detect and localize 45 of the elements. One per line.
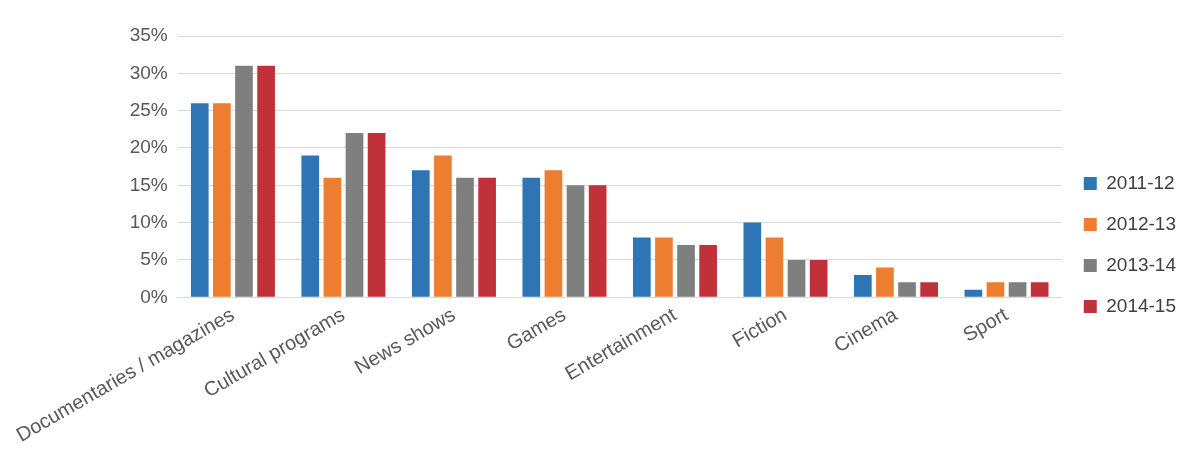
y-tick-label: 5% (140, 248, 168, 270)
bar (655, 237, 673, 297)
y-tick-label: 35% (129, 24, 168, 46)
bar (257, 65, 275, 297)
bar (566, 185, 585, 297)
legend-label: 2014-15 (1106, 294, 1177, 316)
y-tick-label: 10% (129, 210, 168, 232)
x-tick-label: Sport (958, 302, 1012, 346)
bar (522, 177, 541, 297)
bar (235, 65, 253, 297)
bar (677, 245, 695, 297)
bar (632, 237, 651, 297)
bar (323, 177, 342, 297)
bar (411, 170, 430, 297)
bar (964, 289, 983, 297)
bar (190, 103, 209, 297)
bar (345, 133, 364, 297)
bar (898, 282, 916, 297)
y-tick-label: 30% (129, 61, 168, 83)
bar (743, 222, 762, 297)
bar (588, 185, 607, 297)
bar (456, 177, 474, 297)
bar (301, 155, 320, 297)
bar (986, 282, 1005, 297)
bar (367, 133, 386, 297)
bar (765, 237, 784, 297)
y-tick-label: 25% (129, 98, 168, 120)
bar (920, 282, 938, 297)
bar (876, 267, 894, 297)
bar (699, 245, 717, 297)
legend-label: 2013-14 (1106, 253, 1177, 275)
bar (854, 274, 872, 297)
y-tick-label: 20% (129, 136, 168, 158)
y-tick-label: 0% (140, 285, 168, 307)
bar (787, 259, 806, 297)
y-tick-label: 15% (129, 173, 168, 195)
legend-label: 2011-12 (1106, 171, 1175, 193)
bar (213, 103, 231, 297)
bar (478, 177, 496, 297)
bar (1030, 282, 1049, 297)
bar (434, 155, 452, 297)
legend-label: 2012-13 (1106, 212, 1177, 234)
bar (1008, 282, 1027, 297)
bar (544, 170, 563, 297)
bar (809, 259, 828, 297)
